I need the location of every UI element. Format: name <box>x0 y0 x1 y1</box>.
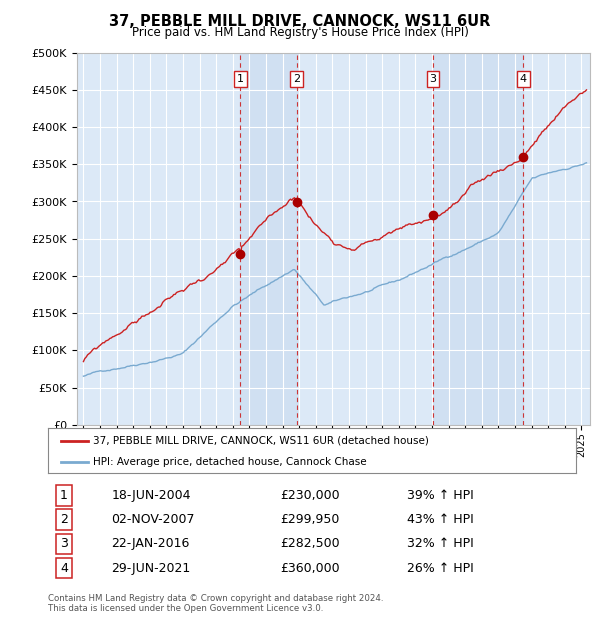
Text: £282,500: £282,500 <box>280 538 340 551</box>
Text: £299,950: £299,950 <box>280 513 340 526</box>
Bar <box>241 53 296 425</box>
Bar <box>433 53 523 425</box>
Text: 39% ↑ HPI: 39% ↑ HPI <box>407 489 474 502</box>
Text: £230,000: £230,000 <box>280 489 340 502</box>
Text: 37, PEBBLE MILL DRIVE, CANNOCK, WS11 6UR (detached house): 37, PEBBLE MILL DRIVE, CANNOCK, WS11 6UR… <box>93 436 429 446</box>
Text: 02-NOV-2007: 02-NOV-2007 <box>112 513 195 526</box>
Text: 26% ↑ HPI: 26% ↑ HPI <box>407 562 474 575</box>
Text: 29-JUN-2021: 29-JUN-2021 <box>112 562 191 575</box>
Text: HPI: Average price, detached house, Cannock Chase: HPI: Average price, detached house, Cann… <box>93 457 367 467</box>
Text: £360,000: £360,000 <box>280 562 340 575</box>
Text: 43% ↑ HPI: 43% ↑ HPI <box>407 513 474 526</box>
Text: Contains HM Land Registry data © Crown copyright and database right 2024.: Contains HM Land Registry data © Crown c… <box>48 594 383 603</box>
Text: 2: 2 <box>60 513 68 526</box>
Text: 4: 4 <box>60 562 68 575</box>
Text: Price paid vs. HM Land Registry's House Price Index (HPI): Price paid vs. HM Land Registry's House … <box>131 26 469 39</box>
Text: This data is licensed under the Open Government Licence v3.0.: This data is licensed under the Open Gov… <box>48 604 323 613</box>
Text: 3: 3 <box>430 74 437 84</box>
Text: 37, PEBBLE MILL DRIVE, CANNOCK, WS11 6UR: 37, PEBBLE MILL DRIVE, CANNOCK, WS11 6UR <box>109 14 491 29</box>
Text: 3: 3 <box>60 538 68 551</box>
Text: 18-JUN-2004: 18-JUN-2004 <box>112 489 191 502</box>
Text: 2: 2 <box>293 74 300 84</box>
Text: 1: 1 <box>60 489 68 502</box>
Text: 32% ↑ HPI: 32% ↑ HPI <box>407 538 474 551</box>
Text: 22-JAN-2016: 22-JAN-2016 <box>112 538 190 551</box>
Text: 1: 1 <box>237 74 244 84</box>
Text: 4: 4 <box>520 74 527 84</box>
